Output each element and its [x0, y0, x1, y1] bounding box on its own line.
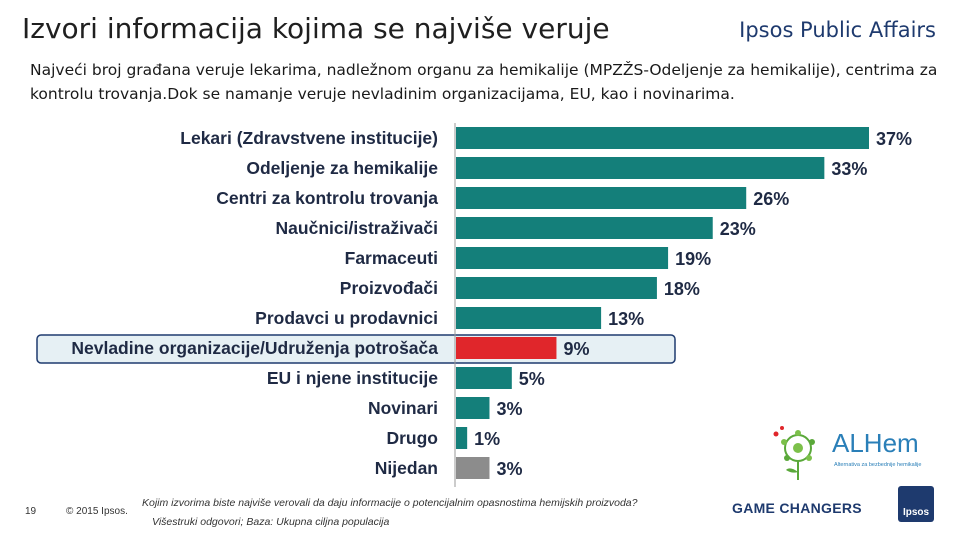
page-number: 19	[25, 506, 37, 517]
ipsos-badge: Ipsos	[898, 486, 934, 522]
alhem-wordmark: ALHem	[832, 428, 919, 458]
game-changers-logo: GAME CHANGERS	[732, 500, 862, 516]
value-label-1: 33%	[831, 159, 867, 179]
bar-10	[456, 427, 468, 449]
bar-8	[456, 367, 512, 389]
category-label-3: Naučnici/istraživači	[276, 218, 438, 238]
subtitle: Najveći broj građana veruje lekarima, na…	[30, 61, 938, 103]
value-label-0: 37%	[876, 129, 912, 149]
value-label-6: 13%	[608, 309, 644, 329]
value-label-3: 23%	[720, 219, 756, 239]
category-label-2: Centri za kontrolu trovanja	[216, 188, 438, 208]
category-label-5: Proizvođači	[340, 278, 438, 298]
category-label-1: Odeljenje za hemikalije	[246, 158, 438, 178]
bar-3	[456, 217, 713, 239]
value-label-11: 3%	[496, 459, 522, 479]
value-label-7: 9%	[563, 339, 589, 359]
value-label-10: 1%	[474, 429, 500, 449]
value-label-8: 5%	[519, 369, 545, 389]
bar-7	[456, 337, 557, 359]
bar-6	[456, 307, 602, 329]
bar-5	[456, 277, 657, 299]
category-label-0: Lekari (Zdravstvene institucije)	[180, 128, 438, 148]
value-label-5: 18%	[664, 279, 700, 299]
category-label-7: Nevladine organizacije/Udruženja potroša…	[71, 338, 438, 358]
category-label-11: Nijedan	[375, 458, 438, 478]
category-label-9: Novinari	[368, 398, 438, 418]
page-title: Izvori informacija kojima se najviše ver…	[22, 12, 610, 45]
bar-1	[456, 157, 825, 179]
flower-icon	[773, 426, 815, 480]
alhem-tagline: Alternativa za bezbednije hemikalije	[834, 462, 922, 468]
base-note: Višestruki odgovori; Baza: Ukupna ciljna…	[152, 516, 390, 528]
bar-2	[456, 187, 747, 209]
bar-0	[456, 127, 869, 149]
alhem-logo: ALHem Alternativa za bezbednije hemikali…	[768, 422, 938, 484]
bar-11	[456, 457, 490, 479]
copyright: © 2015 Ipsos.	[66, 506, 128, 517]
value-label-2: 26%	[753, 189, 789, 209]
category-label-6: Prodavci u prodavnici	[255, 308, 438, 328]
bar-4	[456, 247, 669, 269]
value-label-9: 3%	[496, 399, 522, 419]
category-label-10: Drugo	[386, 428, 438, 448]
category-label-8: EU i njene institucije	[267, 368, 438, 388]
brand-logo: Ipsos Public Affairs	[739, 18, 936, 42]
value-label-4: 19%	[675, 249, 711, 269]
category-label-4: Farmaceuti	[345, 248, 438, 268]
bar-9	[456, 397, 490, 419]
survey-question: Kojim izvorima biste najviše verovali da…	[142, 497, 638, 509]
